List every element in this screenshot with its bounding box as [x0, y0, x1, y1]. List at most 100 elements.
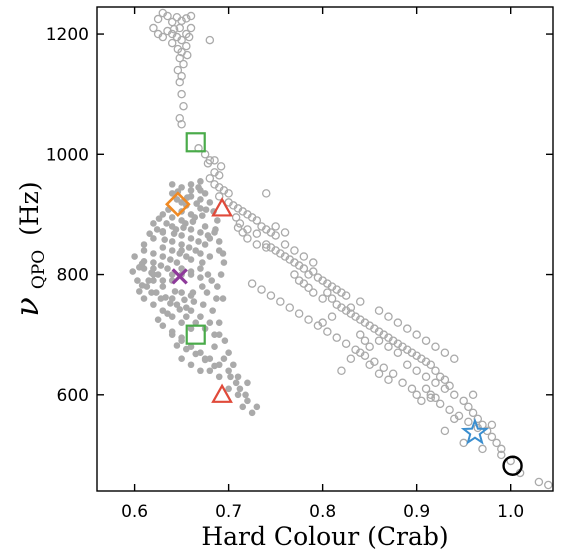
open-point	[393, 318, 403, 327]
filled-point	[199, 301, 207, 308]
filled-point	[248, 409, 256, 417]
filled-point	[225, 367, 232, 375]
open-point	[323, 327, 332, 336]
open-point	[308, 258, 318, 267]
filled-point	[199, 259, 206, 266]
highlight-markers	[165, 132, 523, 476]
filled-point	[157, 262, 165, 269]
open-point	[323, 288, 332, 297]
filled-point	[206, 253, 214, 260]
filled-point	[163, 220, 170, 227]
open-point	[186, 23, 196, 33]
open-point	[294, 309, 304, 318]
filled-point	[178, 199, 185, 206]
open-point	[487, 420, 497, 430]
filled-point	[199, 283, 206, 290]
filled-point	[187, 181, 195, 188]
open-point	[205, 174, 215, 183]
open-point	[257, 285, 266, 294]
x-tick-label: 0.9	[403, 502, 430, 522]
open-point	[374, 336, 384, 345]
open-point	[445, 405, 454, 415]
filled-point	[204, 232, 212, 239]
filled-point	[201, 241, 209, 248]
open-point	[388, 369, 398, 379]
open-point	[356, 330, 365, 339]
filled-point	[178, 319, 185, 326]
open-point	[216, 162, 226, 171]
filled-point	[164, 265, 171, 272]
filled-point	[148, 289, 155, 296]
open-point	[374, 306, 384, 315]
open-point	[280, 240, 290, 249]
filled-point	[187, 256, 195, 263]
open-point	[238, 228, 247, 237]
filled-point	[178, 232, 185, 239]
filled-point	[183, 345, 190, 353]
filled-point	[173, 342, 181, 349]
filled-point	[192, 247, 200, 254]
filled-point	[131, 253, 138, 260]
open-point	[163, 11, 172, 21]
filled-point	[206, 367, 214, 375]
x-tick-label: 0.7	[215, 502, 242, 522]
open-point	[261, 189, 271, 198]
filled-point	[191, 214, 199, 221]
open-point	[374, 369, 384, 379]
open-point	[407, 384, 417, 394]
open-point	[534, 477, 544, 487]
filled-point	[217, 271, 225, 278]
y-axis-unit: (Hz)	[15, 181, 44, 235]
filled-point	[138, 282, 146, 289]
filled-point	[193, 200, 200, 207]
filled-point	[159, 322, 167, 329]
filled-point	[129, 268, 137, 275]
filled-point	[234, 373, 242, 381]
filled-point	[211, 362, 218, 370]
filled-point	[178, 247, 185, 254]
triangle-marker	[211, 383, 233, 403]
open-point	[271, 222, 280, 231]
open-point	[478, 444, 487, 454]
filled-point	[244, 397, 251, 405]
filled-point	[168, 247, 176, 254]
open-point	[454, 411, 464, 421]
open-point	[173, 65, 183, 75]
filled-point	[215, 319, 223, 326]
open-point	[544, 480, 553, 490]
open-point	[384, 342, 393, 351]
filled-point	[150, 220, 157, 227]
open-point	[337, 366, 346, 376]
open-point	[440, 426, 450, 436]
filled-point	[168, 190, 176, 197]
filled-point	[214, 283, 221, 290]
filled-point	[154, 316, 162, 323]
open-point	[177, 35, 186, 45]
open-point	[379, 363, 389, 372]
open-point	[304, 283, 313, 293]
open-point	[327, 294, 337, 303]
filled-point	[173, 259, 181, 266]
filled-point	[189, 289, 197, 296]
y-axis-label: ν QPO (Hz)	[8, 181, 50, 316]
square-marker	[185, 324, 206, 345]
x-tick-label: 0.8	[309, 502, 336, 522]
open-point	[252, 240, 262, 249]
filled-point	[178, 289, 185, 296]
open-point	[403, 360, 412, 369]
open-point	[299, 279, 309, 288]
filled-point	[211, 331, 218, 338]
filled-point	[159, 253, 167, 260]
open-point	[365, 360, 374, 369]
filled-point	[213, 295, 220, 302]
open-point	[356, 297, 365, 306]
open-point	[487, 432, 497, 442]
open-point	[421, 384, 431, 394]
filled-point	[199, 212, 206, 219]
open-point	[179, 59, 188, 69]
open-point	[247, 279, 257, 288]
open-point	[290, 270, 299, 279]
open-point	[360, 336, 370, 345]
filled-point	[168, 238, 176, 245]
open-point	[384, 312, 393, 321]
